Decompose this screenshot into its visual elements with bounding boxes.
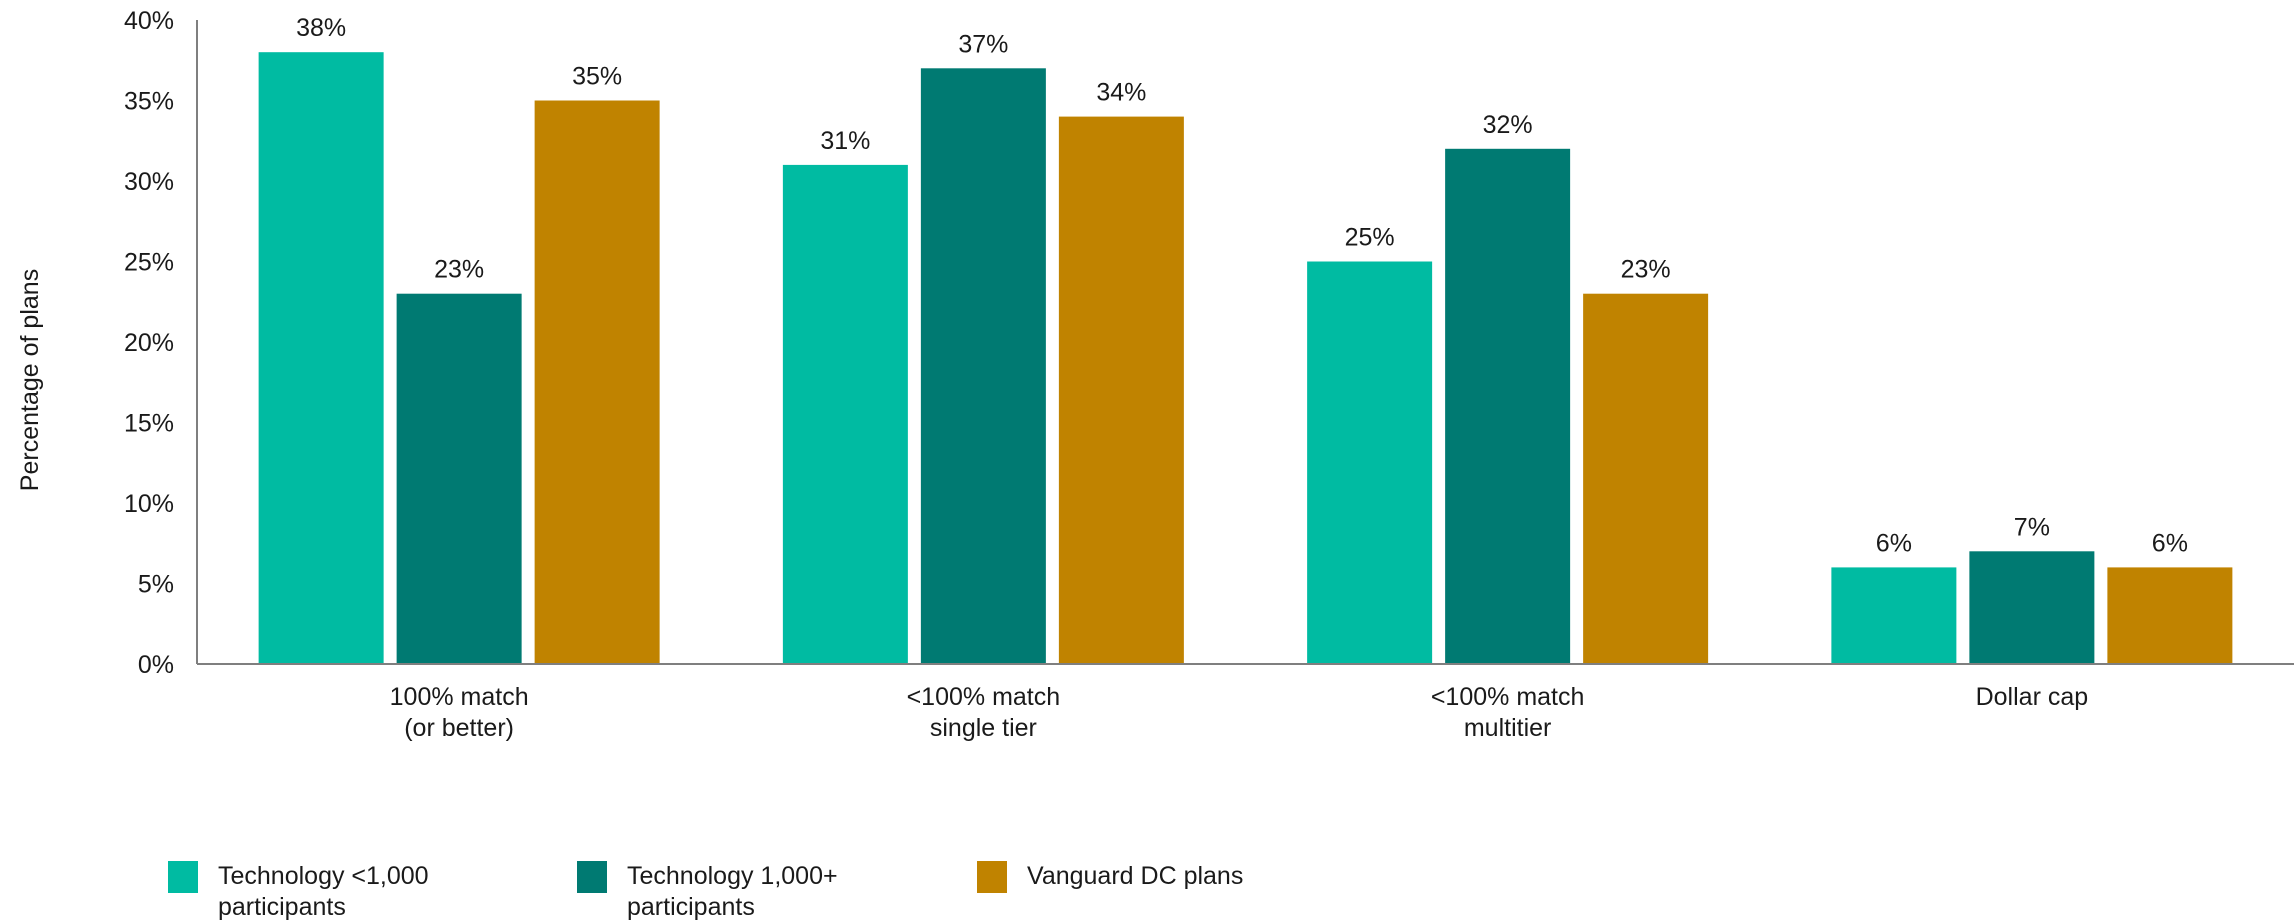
y-tick-label: 35% [124, 88, 174, 116]
legend-label-vanguard: Vanguard DC plans [1027, 862, 1244, 890]
data-label: 6% [2152, 529, 2188, 557]
y-tick-label: 10% [124, 490, 174, 518]
y-tick-label: 0% [138, 651, 174, 679]
bar-vanguard [1583, 293, 1709, 664]
x-tick-label: multitier [1464, 714, 1552, 742]
legend-item-tech-small: Technology <1,000 participants [168, 861, 468, 923]
data-label: 32% [1483, 111, 1533, 139]
legend-swatch-tech-large [577, 861, 607, 893]
bar-tech-small [258, 52, 384, 664]
bar-vanguard [2107, 567, 2233, 664]
x-tick-label: 100% match [390, 683, 529, 711]
data-label: 6% [1876, 529, 1912, 557]
legend-swatch-vanguard [977, 861, 1007, 893]
bar-vanguard [1058, 116, 1184, 665]
bar-tech-small [1831, 567, 1957, 664]
data-label: 23% [1621, 256, 1671, 284]
data-label: 34% [1096, 79, 1146, 107]
bar-tech-large [920, 68, 1046, 665]
x-tick-label: Dollar cap [1976, 683, 2089, 711]
bar-tech-large [1969, 551, 2095, 664]
y-tick-label: 30% [124, 168, 174, 196]
y-tick-label: 5% [138, 571, 174, 599]
y-tick-label: 15% [124, 410, 174, 438]
legend-label-tech-small: Technology <1,000 participants [218, 862, 429, 921]
legend-item-vanguard: Vanguard DC plans [977, 861, 1277, 893]
data-label: 37% [958, 30, 1008, 58]
y-tick-label: 25% [124, 249, 174, 277]
y-tick-label: 40% [124, 7, 174, 35]
y-axis-title: Percentage of plans [16, 269, 44, 491]
data-label: 31% [820, 127, 870, 155]
data-label: 38% [296, 14, 346, 42]
data-label: 23% [434, 256, 484, 284]
bar-tech-small [1307, 261, 1433, 664]
x-tick-label: <100% match [1431, 683, 1585, 711]
x-tick-label: (or better) [404, 714, 514, 742]
bar-vanguard [534, 100, 660, 664]
bar-tech-large [396, 293, 522, 664]
legend-item-tech-large: Technology 1,000+ participants [577, 861, 877, 923]
legend-swatch-tech-small [168, 861, 198, 893]
y-tick-label: 20% [124, 329, 174, 357]
x-tick-label: <100% match [907, 683, 1061, 711]
bar-tech-large [1445, 148, 1571, 665]
data-label: 35% [572, 63, 622, 91]
data-label: 7% [2014, 513, 2050, 541]
x-tick-label: single tier [930, 714, 1037, 742]
data-label: 25% [1345, 224, 1395, 252]
legend-label-tech-large: Technology 1,000+ participants [627, 862, 838, 921]
bar-tech-small [782, 164, 908, 664]
